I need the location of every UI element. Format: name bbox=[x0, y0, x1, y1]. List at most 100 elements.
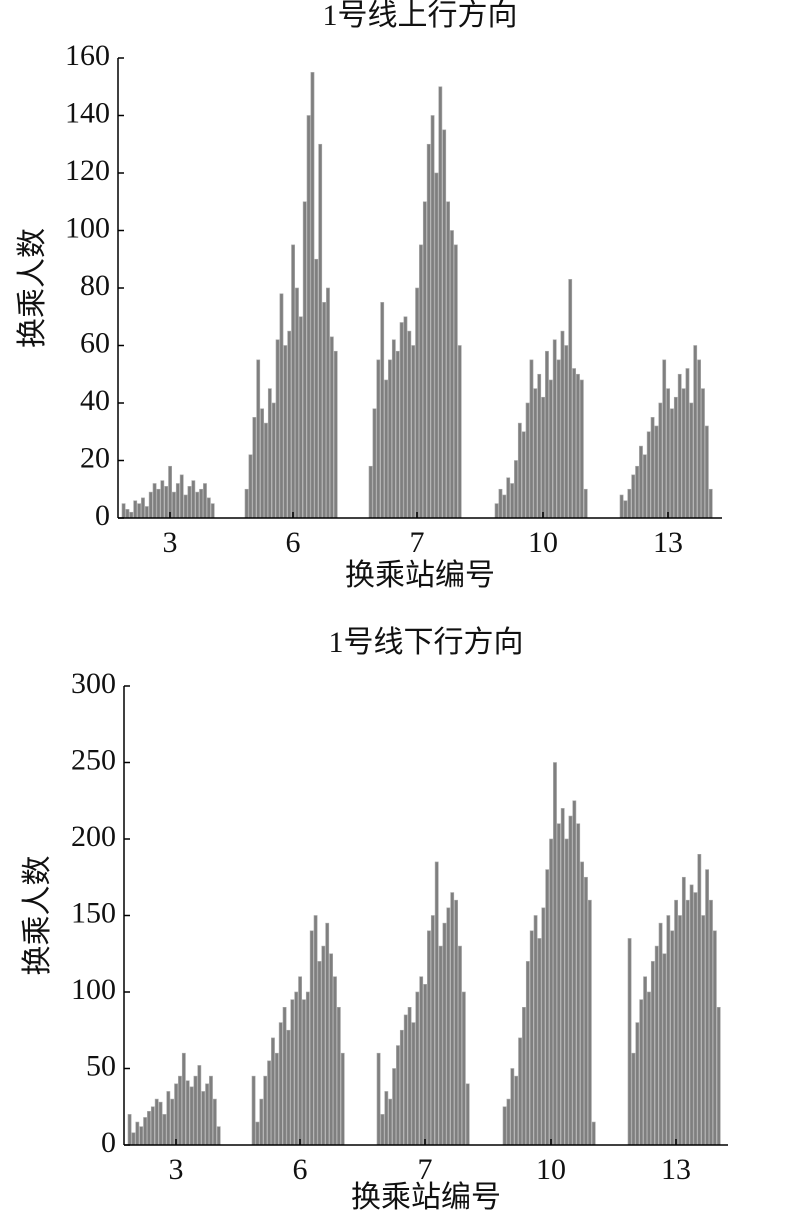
bar bbox=[654, 425, 659, 519]
bar bbox=[294, 991, 299, 1146]
y-axis-label: 换乘人数 bbox=[16, 228, 49, 348]
bar bbox=[313, 915, 318, 1146]
bar bbox=[147, 1111, 151, 1146]
y-tick-label: 0 bbox=[95, 499, 110, 532]
bar bbox=[564, 838, 569, 1146]
y-tick-label: 200 bbox=[71, 820, 116, 853]
bar bbox=[306, 115, 311, 519]
bar bbox=[537, 373, 542, 519]
bar bbox=[251, 1075, 256, 1146]
bar bbox=[662, 359, 667, 519]
bar bbox=[442, 922, 447, 1146]
bar bbox=[533, 388, 538, 519]
bar bbox=[639, 445, 643, 519]
bar bbox=[635, 1022, 640, 1146]
bar bbox=[150, 1106, 155, 1146]
bar bbox=[193, 1075, 198, 1146]
bar bbox=[442, 129, 447, 519]
bar bbox=[533, 915, 538, 1146]
bar bbox=[135, 1121, 140, 1146]
bar bbox=[430, 915, 435, 1146]
bar bbox=[399, 1029, 404, 1146]
bar bbox=[187, 486, 192, 519]
bar bbox=[168, 465, 172, 519]
bar bbox=[560, 330, 565, 519]
bar bbox=[643, 976, 647, 1146]
x-tick-label: 3 bbox=[169, 1153, 184, 1186]
bar bbox=[340, 1052, 345, 1146]
bar bbox=[391, 339, 396, 519]
chart-title: 1号线上行方向 bbox=[323, 0, 518, 32]
bar bbox=[271, 1037, 275, 1146]
bar bbox=[619, 494, 624, 519]
bar bbox=[576, 373, 580, 519]
bar bbox=[411, 1022, 416, 1146]
bar bbox=[419, 976, 424, 1146]
bar bbox=[681, 388, 686, 519]
bar bbox=[579, 379, 584, 519]
bar bbox=[260, 408, 264, 519]
x-tick-label: 3 bbox=[163, 526, 178, 559]
bar bbox=[295, 287, 299, 519]
bar bbox=[587, 899, 592, 1146]
y-tick-label: 80 bbox=[80, 269, 110, 302]
bar bbox=[548, 379, 553, 519]
y-tick-label: 300 bbox=[71, 667, 116, 700]
bar bbox=[248, 454, 253, 519]
bar bbox=[309, 930, 314, 1146]
bar bbox=[568, 279, 573, 519]
bar bbox=[291, 244, 295, 519]
bar bbox=[179, 474, 184, 519]
bar bbox=[141, 497, 145, 519]
bar bbox=[384, 1091, 389, 1146]
bar bbox=[438, 945, 443, 1146]
bar bbox=[152, 483, 157, 519]
bar bbox=[564, 345, 569, 519]
bar bbox=[326, 287, 330, 519]
bar bbox=[154, 1098, 159, 1146]
bar bbox=[287, 330, 292, 519]
bar bbox=[263, 1075, 268, 1146]
bar bbox=[203, 483, 207, 519]
bar bbox=[521, 431, 526, 519]
x-tick-label: 6 bbox=[293, 1153, 308, 1186]
bar bbox=[654, 945, 659, 1146]
bar bbox=[264, 422, 268, 519]
bar bbox=[380, 302, 385, 519]
bar bbox=[164, 486, 169, 519]
bar bbox=[252, 417, 257, 519]
bar bbox=[568, 815, 573, 1146]
bar bbox=[267, 388, 272, 519]
bar bbox=[461, 991, 466, 1146]
bar bbox=[175, 483, 180, 519]
x-tick-label: 10 bbox=[528, 526, 558, 559]
y-tick-label: 0 bbox=[101, 1126, 116, 1159]
bar bbox=[529, 930, 534, 1146]
bar bbox=[697, 853, 702, 1146]
bar bbox=[137, 503, 141, 519]
bar bbox=[166, 1091, 171, 1146]
bar bbox=[199, 488, 203, 519]
bar bbox=[206, 497, 211, 519]
bar bbox=[178, 1075, 182, 1146]
y-tick-label: 60 bbox=[80, 326, 110, 359]
bar bbox=[454, 899, 458, 1146]
bar bbox=[623, 500, 628, 519]
bar bbox=[545, 350, 549, 519]
bar bbox=[525, 961, 530, 1146]
bar bbox=[271, 402, 276, 519]
bar bbox=[506, 1098, 511, 1146]
bar bbox=[681, 876, 686, 1146]
bar bbox=[133, 500, 138, 519]
x-axis-label: 换乘站编号 bbox=[345, 559, 495, 592]
bar bbox=[642, 454, 647, 519]
bar bbox=[685, 899, 690, 1146]
bar bbox=[395, 350, 400, 519]
bar bbox=[426, 143, 431, 519]
bar bbox=[121, 503, 126, 519]
bar bbox=[458, 945, 462, 1146]
bar bbox=[322, 302, 326, 519]
bar bbox=[580, 861, 584, 1146]
bar bbox=[658, 922, 663, 1146]
